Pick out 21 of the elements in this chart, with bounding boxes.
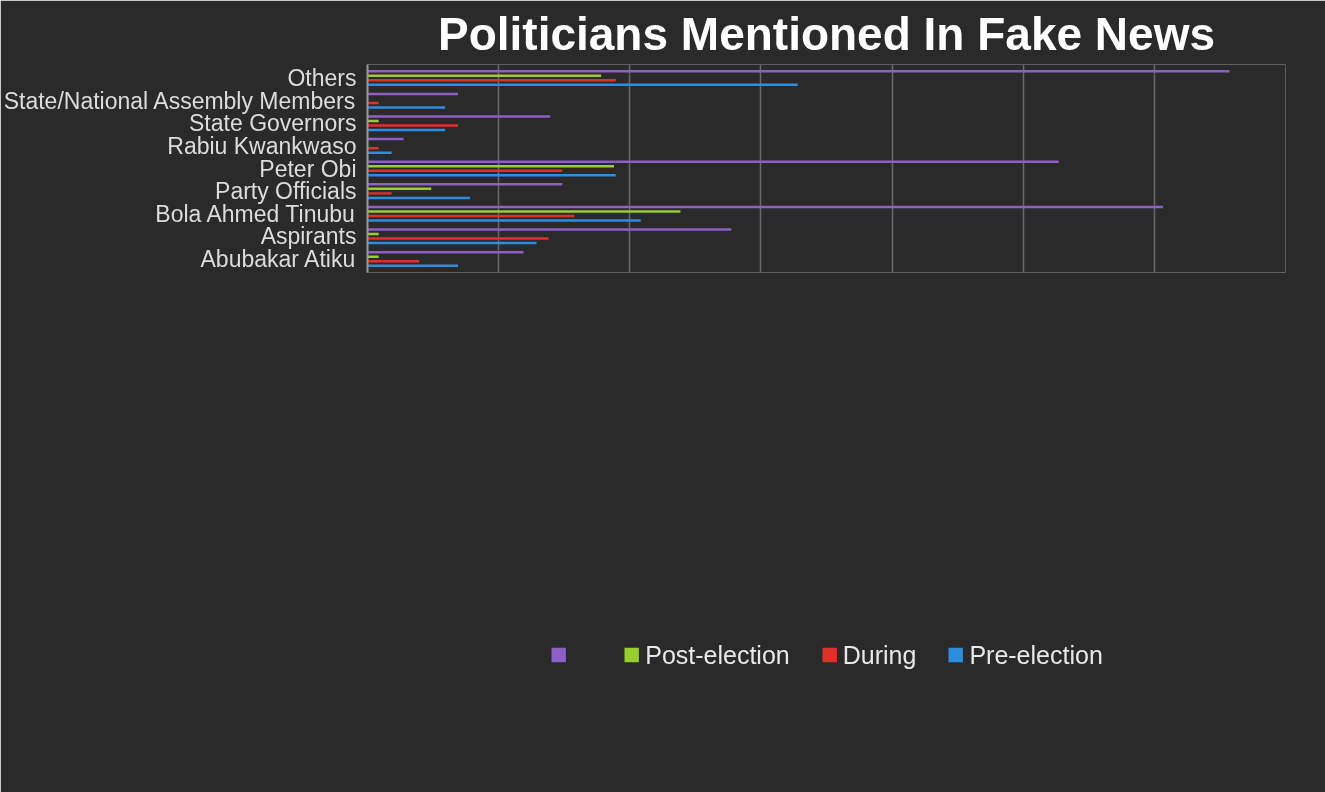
bar xyxy=(367,228,732,231)
bar xyxy=(367,219,641,222)
bar xyxy=(367,70,1230,73)
bar xyxy=(367,115,551,118)
bar xyxy=(367,79,616,82)
legend-label: Post-election xyxy=(645,640,790,670)
bar xyxy=(367,210,681,213)
bar xyxy=(367,106,446,109)
bar xyxy=(367,264,459,267)
bar xyxy=(367,160,1059,163)
y-tick-label: Aspirants xyxy=(260,223,357,250)
bar xyxy=(367,192,392,195)
legend-label: Pre-election xyxy=(969,640,1103,670)
bar xyxy=(367,151,392,154)
bar xyxy=(367,174,616,177)
bar xyxy=(367,237,549,240)
bar xyxy=(367,255,379,258)
chart-title: Politicians Mentioned In Fake News xyxy=(437,7,1216,60)
bar xyxy=(367,183,563,186)
bar xyxy=(367,124,459,127)
legend-label: During xyxy=(842,640,917,670)
